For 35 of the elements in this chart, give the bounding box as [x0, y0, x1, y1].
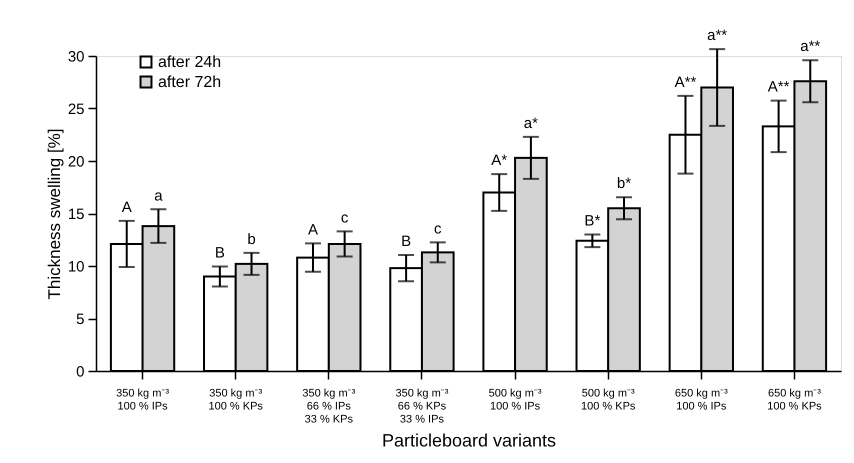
x-tick-label: 350 kg m⁻³ 66 % KPs 33 % IPs: [395, 388, 449, 426]
annotation: B: [401, 232, 412, 250]
annotation: A: [308, 221, 318, 238]
y-tick-label: 10: [68, 258, 84, 276]
annotation: a: [154, 187, 164, 204]
x-tick-label: 500 kg m⁻³ 100 % KPs: [580, 388, 636, 412]
annotation: a**: [800, 38, 820, 56]
x-tick-label: 650 kg m⁻³ 100 % KPs: [767, 388, 822, 412]
annotation: b: [247, 230, 256, 248]
x-tick-label: 350 kg m⁻³ 100 % KPs: [208, 388, 264, 412]
y-axis-title: Thickness swelling [%]: [44, 128, 64, 300]
annotation: a*: [524, 114, 538, 132]
annotation: A**: [674, 74, 696, 91]
x-tick-label: 500 kg m⁻³ 100 % IPs: [488, 388, 542, 412]
y-tick-label: 5: [76, 311, 84, 328]
y-tick-label: 0: [76, 364, 84, 380]
y-tick-label: 25: [68, 101, 84, 118]
legend-label: after 72h: [158, 74, 222, 91]
y-tick-label: 20: [68, 154, 84, 170]
x-tick-label: 650 kg m⁻³ 100 % IPs: [674, 388, 728, 412]
annotation: a**: [707, 27, 728, 44]
x-axis-title: Particleboard variants: [382, 430, 556, 450]
legend-label: after 24h: [158, 54, 222, 71]
annotation: A: [122, 198, 132, 216]
annotation: A*: [491, 152, 508, 170]
annotation: b*: [616, 175, 632, 192]
annotation: B: [214, 244, 225, 262]
annotation: c: [340, 209, 349, 226]
annotation: c: [434, 220, 442, 238]
y-tick-label: 15: [68, 206, 84, 223]
x-tick-label: 350 kg m⁻³ 66 % IPs 33 % KPs: [302, 388, 356, 426]
x-tick-label: 350 kg m⁻³ 100 % IPs: [116, 388, 170, 412]
annotation: A**: [768, 78, 790, 96]
y-tick-label: 30: [68, 48, 84, 66]
annotation: B*: [584, 212, 600, 230]
